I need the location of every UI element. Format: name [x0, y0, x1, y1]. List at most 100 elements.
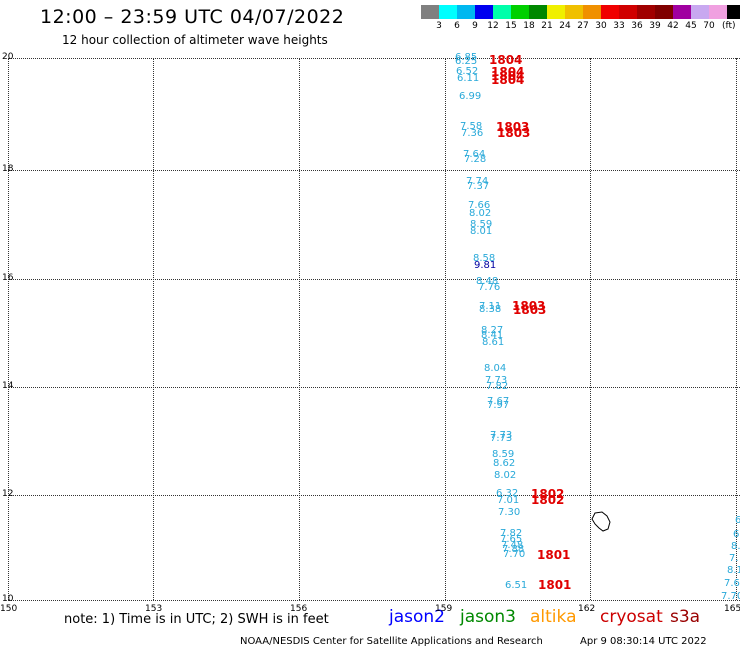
scale-swatch — [547, 5, 565, 19]
scale-swatch — [673, 5, 691, 19]
wave-height-observation: 7.88 — [502, 544, 525, 555]
legend-item-jason3: jason3 — [460, 607, 516, 627]
wave-height-observation: 7.73 — [490, 430, 513, 441]
scale-swatch — [439, 5, 457, 19]
scale-swatch — [529, 5, 547, 19]
wave-height-observation: 7.66 — [468, 200, 491, 211]
grid-line-horizontal — [8, 387, 740, 388]
scale-swatch — [691, 5, 709, 19]
pass-time-label: 1803 — [513, 303, 547, 317]
wave-height-observation: 8.58 — [473, 253, 496, 264]
wave-height-observation: 8.48 — [476, 276, 499, 287]
grid-line-horizontal — [8, 170, 740, 171]
grid-line-vertical — [299, 58, 300, 600]
scale-label: 36 — [631, 21, 643, 31]
wave-height-observation: 7.70 — [503, 549, 526, 560]
x-tick-label: 162 — [578, 604, 596, 614]
wave-height-observation: 8.02 — [469, 208, 492, 219]
grid-line-vertical — [590, 58, 591, 600]
scale-swatch — [727, 5, 740, 19]
scale-swatch — [457, 5, 475, 19]
wave-height-observation: 8.59 — [492, 449, 515, 460]
timestamp-text: Apr 9 08:30:14 UTC 2022 — [580, 636, 707, 647]
wave-height-observation: 7.73 — [490, 433, 513, 444]
wave-height-observation: 8.04 — [484, 363, 507, 374]
scale-swatch — [709, 5, 727, 19]
scale-label: 24 — [559, 21, 571, 31]
wave-height-observation: 7. — [729, 553, 739, 564]
wave-height-observation: 6.11 — [457, 73, 480, 84]
scale-swatch — [637, 5, 655, 19]
scale-label: 70 — [703, 21, 715, 31]
scale-label: 3 — [436, 21, 442, 31]
wave-height-observation: 8.1 — [727, 565, 740, 576]
wave-height-observation: 8.38 — [479, 304, 502, 315]
pass-time-label: 1803 — [496, 120, 530, 134]
legend-item-cryosat: cryosat — [600, 607, 663, 627]
legend-item-altika: altika — [530, 607, 577, 627]
y-tick-label: 20 — [2, 52, 14, 62]
scale-label: 6 — [454, 21, 460, 31]
scale-label: 9 — [472, 21, 478, 31]
pass-time-label: 1804 — [489, 53, 523, 67]
wave-height-observation: 8.62 — [493, 458, 516, 469]
legend-item-jason2: jason2 — [389, 607, 445, 627]
pass-time-label: 1804 — [491, 65, 525, 79]
y-tick-label: 14 — [2, 381, 14, 391]
grid-line-vertical — [445, 58, 446, 600]
wave-height-observation: 7.48 — [501, 540, 524, 551]
wave-height-observation: 7.82 — [486, 381, 509, 392]
wave-height-observation: 6.51 — [505, 580, 528, 591]
scale-label: 15 — [505, 21, 517, 31]
wave-height-observation: 7.6 — [724, 578, 740, 589]
wave-height-observation: 8.61 — [482, 337, 505, 348]
scale-label: 18 — [523, 21, 535, 31]
wave-height-observation: 7.76 — [478, 282, 501, 293]
scale-swatch — [421, 5, 439, 19]
wave-height-observation: 8.02 — [494, 470, 517, 481]
scale-label: 33 — [613, 21, 625, 31]
wave-height-observation: 6.85 — [455, 52, 478, 63]
wave-height-observation: 7.37 — [467, 181, 490, 192]
wave-height-observation: 6.99 — [459, 91, 482, 102]
wave-height-observation: 6.25 — [455, 56, 478, 67]
wave-height-observation: 7.11 — [479, 301, 502, 312]
scale-label: 42 — [667, 21, 679, 31]
chart-title: 12:00 – 23:59 UTC 04/07/2022 — [40, 6, 345, 28]
scale-swatch — [565, 5, 583, 19]
wave-height-observation: 8. — [731, 541, 740, 552]
wave-height-observation: 6 — [733, 529, 740, 540]
pass-time-label: 1801 — [538, 578, 572, 592]
island-outline — [591, 511, 611, 532]
y-tick-label: 10 — [2, 594, 14, 604]
wave-height-observation: 8.41 — [481, 330, 504, 341]
wave-height-observation: 7.64 — [463, 149, 486, 160]
scale-label: 39 — [649, 21, 661, 31]
pass-time-label: 1801 — [537, 548, 571, 562]
grid-line-vertical — [153, 58, 154, 600]
x-tick-label: 165 — [724, 604, 740, 614]
x-tick-label: 150 — [0, 604, 18, 614]
color-scale — [421, 5, 740, 19]
pass-time-label: 1803 — [512, 299, 546, 313]
chart-subtitle: 12 hour collection of altimeter wave hei… — [62, 33, 328, 47]
wave-height-observation: 8.27 — [481, 325, 504, 336]
wave-height-observation: 9.81 — [474, 260, 497, 271]
x-tick-label: 159 — [435, 604, 453, 614]
pass-time-label: 1802 — [531, 487, 565, 501]
wave-height-observation: 6 — [735, 515, 740, 526]
credit-text: NOAA/NESDIS Center for Satellite Applica… — [240, 636, 543, 647]
wave-height-observation: 7.73 — [485, 375, 508, 386]
wave-height-observation: 7.30 — [498, 507, 521, 518]
y-tick-label: 12 — [2, 489, 14, 499]
grid-line-horizontal — [8, 58, 740, 59]
wave-height-observation: 7.82 — [500, 528, 523, 539]
grid-line-vertical — [736, 58, 737, 600]
legend-item-s3a: s3a — [670, 607, 701, 627]
wave-height-observation: 7.67 — [487, 396, 510, 407]
wave-height-observation: 7.97 — [487, 400, 510, 411]
scale-label: 12 — [487, 21, 499, 31]
pass-time-label: 1804 — [491, 69, 525, 83]
wave-height-observation: 7.65 — [500, 534, 523, 545]
grid-line-vertical — [8, 58, 9, 600]
